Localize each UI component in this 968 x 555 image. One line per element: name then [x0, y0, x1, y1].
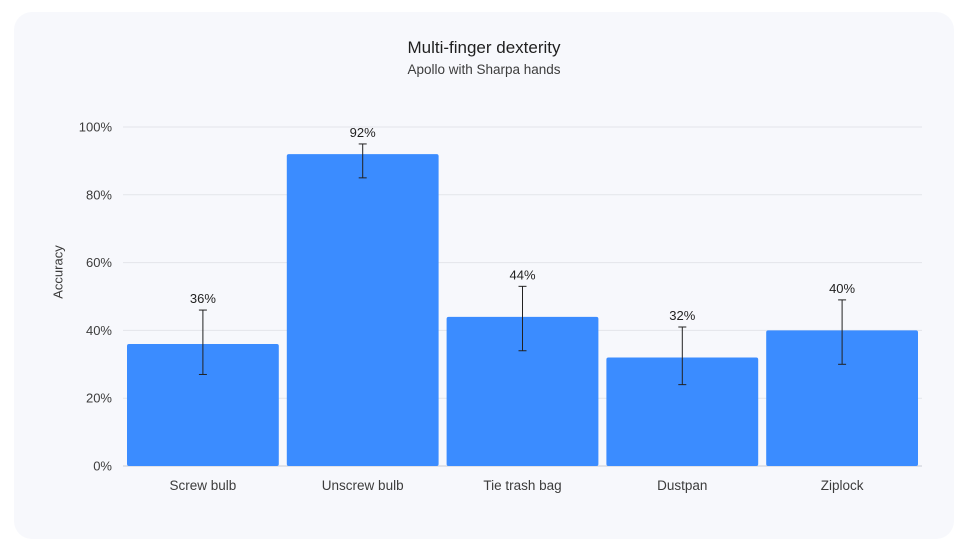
x-tick-label: Unscrew bulb [322, 478, 404, 493]
data-label: 40% [829, 281, 855, 296]
chart-title: Multi-finger dexterity [407, 38, 561, 57]
y-tick-label: 0% [93, 459, 112, 474]
data-label: 44% [509, 267, 535, 282]
bar [127, 343, 279, 466]
chart-subtitle: Apollo with Sharpa hands [407, 62, 561, 77]
y-tick-label: 60% [86, 255, 112, 270]
bar [446, 316, 599, 466]
data-label: 32% [669, 308, 695, 323]
bar [606, 357, 759, 466]
x-tick-label: Ziplock [821, 478, 864, 493]
y-tick-label: 80% [86, 187, 112, 202]
x-tick-label: Tie trash bag [483, 478, 561, 493]
bar [286, 154, 439, 466]
y-tick-label: 40% [86, 323, 112, 338]
y-tick-label: 100% [79, 120, 113, 135]
data-label: 92% [350, 125, 376, 140]
y-tick-label: 20% [86, 391, 112, 406]
data-label: 36% [190, 291, 216, 306]
x-tick-label: Screw bulb [170, 478, 237, 493]
x-tick-label: Dustpan [657, 478, 707, 493]
bar [766, 330, 918, 466]
